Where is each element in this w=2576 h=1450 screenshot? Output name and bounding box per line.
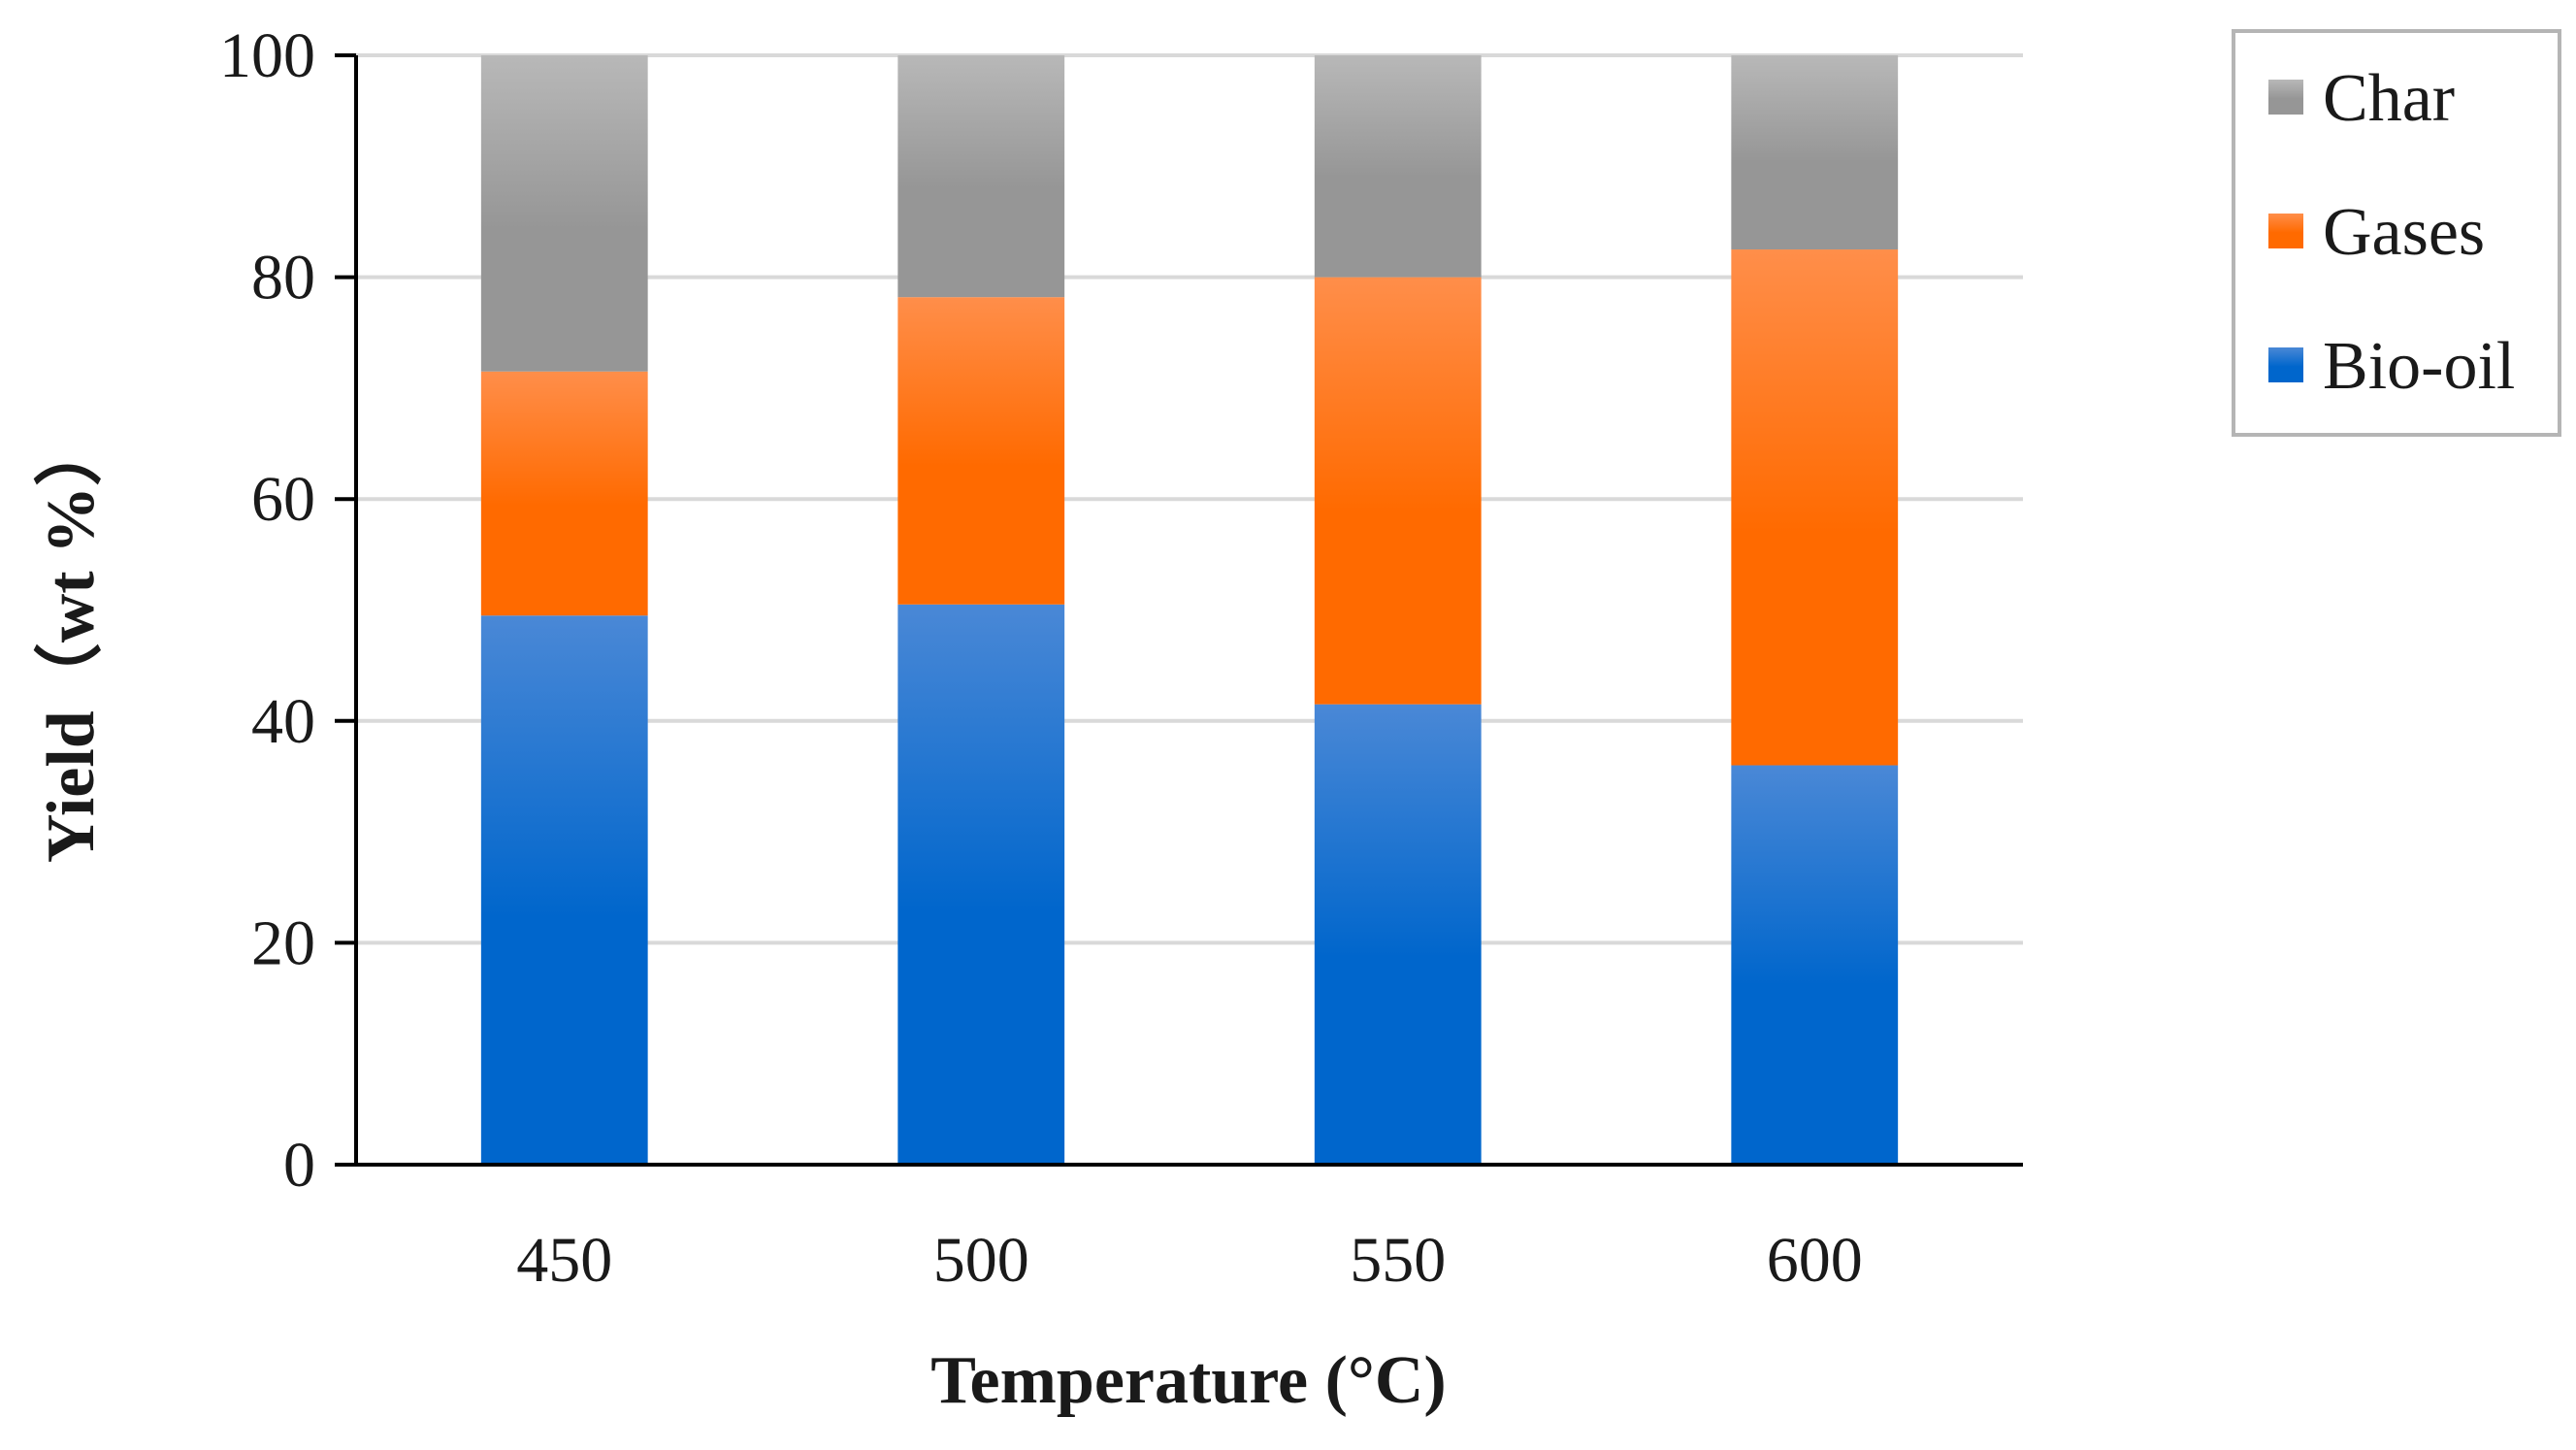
y-tick-label: 100 <box>219 20 315 91</box>
y-tick-label: 40 <box>251 686 315 757</box>
x-tick-label: 600 <box>1767 1225 1863 1296</box>
bar-gases-550 <box>1314 277 1482 705</box>
y-tick-labels: 0 20 40 60 80 100 <box>219 20 356 1201</box>
bar-char-550 <box>1314 55 1482 278</box>
bars <box>480 55 1899 1165</box>
bar-gases-500 <box>897 297 1065 605</box>
y-tick-label: 60 <box>251 464 315 535</box>
legend-label-bio-oil: Bio-oil <box>2323 329 2515 404</box>
bar-gases-450 <box>480 371 648 616</box>
x-axis-title: Temperature (°C) <box>930 1343 1447 1418</box>
x-tick-label: 450 <box>516 1225 612 1296</box>
legend-swatch-bio-oil <box>2268 347 2303 382</box>
legend-swatch-gases <box>2268 214 2303 248</box>
bar-bio-oil-600 <box>1731 765 1899 1165</box>
y-tick-label: 0 <box>283 1130 315 1201</box>
bar-bio-oil-500 <box>897 604 1065 1165</box>
bar-char-450 <box>480 55 648 372</box>
legend-label-gases: Gases <box>2323 195 2485 270</box>
x-tick-label: 500 <box>933 1225 1029 1296</box>
legend-swatch-char <box>2268 80 2303 115</box>
legend-items: Char Gases Bio-oil <box>2268 61 2515 404</box>
bar-char-600 <box>1731 55 1899 250</box>
bar-char-500 <box>897 55 1065 298</box>
y-tick-label: 80 <box>251 243 315 313</box>
legend: Char Gases Bio-oil <box>2232 29 2561 437</box>
bar-bio-oil-450 <box>480 615 648 1165</box>
y-axis-title: Yield（wt %） <box>33 418 109 863</box>
x-tick-label: 550 <box>1350 1225 1446 1296</box>
x-tick-labels: 450 500 550 600 <box>516 1225 1863 1296</box>
bar-gases-600 <box>1731 249 1899 766</box>
y-tick-label: 20 <box>251 907 315 978</box>
legend-label-char: Char <box>2323 61 2455 136</box>
axes <box>335 55 2023 1167</box>
bar-bio-oil-550 <box>1314 704 1482 1165</box>
